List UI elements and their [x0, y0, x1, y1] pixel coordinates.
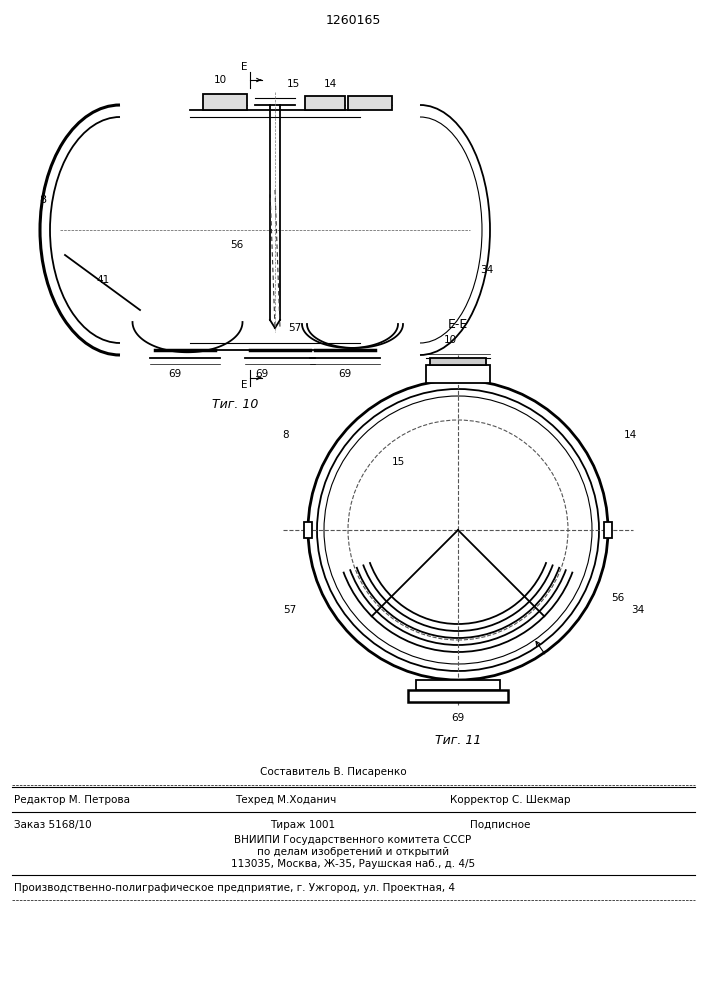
Bar: [426, 365, 490, 383]
Text: 56: 56: [612, 593, 624, 603]
Bar: [203, 94, 247, 110]
Text: 69: 69: [168, 369, 182, 379]
Text: ВНИИПИ Государственного комитета СССР: ВНИИПИ Государственного комитета СССР: [235, 835, 472, 845]
Text: Заказ 5168/10: Заказ 5168/10: [14, 820, 92, 830]
Text: 56: 56: [230, 240, 244, 250]
Text: по делам изобретений и открытий: по делам изобретений и открытий: [257, 847, 449, 857]
Text: 10: 10: [443, 335, 457, 345]
Bar: [604, 522, 612, 538]
Text: 69: 69: [451, 713, 464, 723]
Text: E: E: [241, 62, 247, 72]
Text: 34: 34: [480, 265, 493, 275]
Text: Составитель В. Писаренко: Составитель В. Писаренко: [260, 767, 407, 777]
Text: 34: 34: [631, 605, 645, 615]
Text: 1260165: 1260165: [325, 13, 380, 26]
Text: E: E: [241, 380, 247, 390]
Text: Техред М.Ходанич: Техред М.Ходанич: [235, 795, 337, 805]
Text: Производственно-полиграфическое предприятие, г. Ужгород, ул. Проектная, 4: Производственно-полиграфическое предприя…: [14, 883, 455, 893]
Text: 113035, Москва, Ж-35, Раушская наб., д. 4/5: 113035, Москва, Ж-35, Раушская наб., д. …: [231, 859, 475, 869]
Text: 57: 57: [284, 605, 297, 615]
Text: 14: 14: [624, 430, 636, 440]
Bar: [430, 358, 486, 365]
Text: 10: 10: [214, 75, 226, 85]
Text: 15: 15: [286, 79, 300, 89]
Bar: [304, 522, 312, 538]
Text: 8: 8: [283, 430, 289, 440]
Bar: [348, 96, 392, 110]
Text: Τиг. 10: Τиг. 10: [212, 398, 258, 412]
Text: 14: 14: [323, 79, 337, 89]
Text: Редактор М. Петрова: Редактор М. Петрова: [14, 795, 130, 805]
Text: E-E: E-E: [448, 318, 468, 332]
Text: Подписное: Подписное: [470, 820, 530, 830]
Bar: [305, 96, 345, 110]
Bar: [408, 690, 508, 702]
Text: 69: 69: [339, 369, 351, 379]
Text: 15: 15: [392, 457, 404, 467]
Text: 41: 41: [96, 275, 110, 285]
Text: 57: 57: [288, 323, 302, 333]
Text: Корректор С. Шекмар: Корректор С. Шекмар: [450, 795, 571, 805]
Text: Тираж 1001: Тираж 1001: [270, 820, 335, 830]
Text: 69: 69: [255, 369, 269, 379]
Text: Τиг. 11: Τиг. 11: [435, 734, 481, 746]
Text: 8: 8: [40, 195, 47, 205]
Bar: [416, 680, 500, 690]
